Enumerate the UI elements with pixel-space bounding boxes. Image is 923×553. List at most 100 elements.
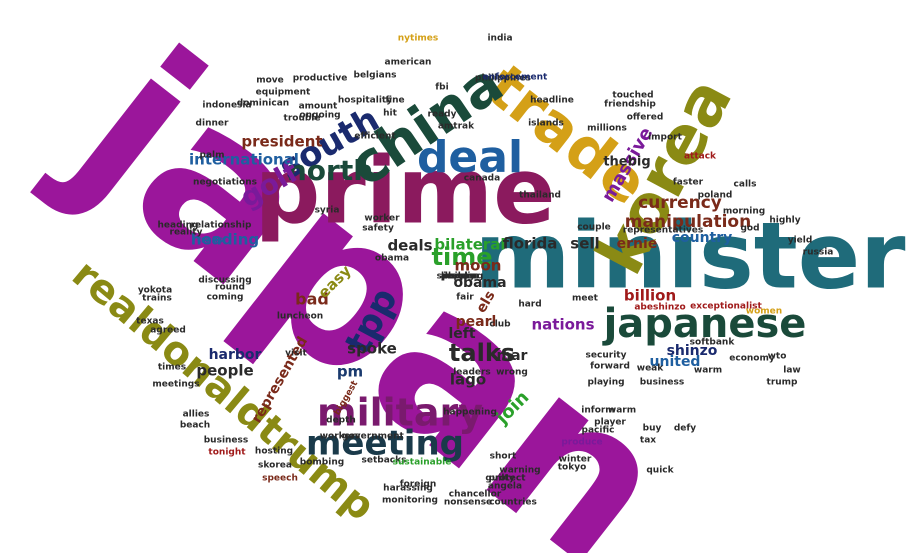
word: law [783,366,800,376]
word: wrong [496,368,528,378]
word: amtrak [438,122,475,132]
word: heading [158,221,199,231]
word: bilateral [434,236,505,254]
word: hosting [255,447,293,457]
word: trains [142,294,172,304]
word: international [189,151,299,169]
word: warm [694,366,722,376]
word: business [204,436,249,446]
word: philippines [475,74,531,84]
word: shinzo [667,343,718,359]
word: ongoing [299,111,340,121]
word: ernie [617,236,658,252]
word: tonight [208,448,246,458]
word: player [594,418,626,428]
word: times [158,363,186,373]
word: equipment [256,88,311,98]
word: club [489,320,511,330]
word: president [241,133,322,151]
word: tax [640,436,656,446]
word: obama [375,254,409,264]
word: speech [262,474,298,484]
word: business [640,378,685,388]
word: government [342,432,404,442]
word: move [256,76,284,86]
word: exceptionalist [690,302,762,312]
word: north [287,154,373,187]
word: india [487,34,512,44]
word: visit [285,349,307,359]
word: trump [767,378,799,388]
word: spoke [347,340,397,358]
word: short [490,452,517,462]
word: agreed [150,326,186,336]
word: syria [315,206,340,216]
word: manipulation [625,212,751,232]
word: allies [183,410,210,420]
word: canada [464,174,500,184]
word: nytimes [398,34,439,44]
word: chancellor [449,490,502,500]
word: leaders [453,368,491,378]
word: faster [673,178,704,188]
word: american [385,58,432,68]
word: economy [729,354,775,364]
word: countries [489,498,537,508]
word: military [317,391,483,435]
word: poland [698,191,733,201]
word: bad [295,290,329,309]
word: depth [326,416,356,426]
word: left [448,326,475,342]
word: minister [475,202,907,309]
word: softbank [690,338,736,348]
word: warm [608,406,636,416]
word: security [586,351,627,361]
word: buy [643,424,662,434]
word: heavy [445,272,475,282]
word: trouble [284,114,321,124]
word: hit [383,109,397,119]
word: sell [570,235,599,253]
word: belgians [354,71,397,81]
word: nations [531,316,594,334]
word: trans [197,236,224,246]
word: representatives [623,226,704,236]
word: attack [684,152,717,162]
word: obama [453,275,506,291]
word: worker [364,214,400,224]
word: productive [293,74,348,84]
word: prime [254,137,555,244]
word: tokyo [558,463,587,473]
word: fine [385,96,404,106]
word: coming [207,293,244,303]
word: discussing [198,276,251,286]
word: fair [456,293,474,303]
word: hard [518,300,541,310]
word: pm [337,363,363,381]
word: foreign [400,480,437,490]
word: fbi [435,83,448,93]
word: inform [581,406,614,416]
word: harassing [383,484,433,494]
word: protect [488,474,526,484]
word: meeting [306,424,464,464]
word: sailors [443,272,477,282]
word: relationship [191,221,253,231]
word: thebig [603,155,650,170]
word: weak [637,364,664,374]
word: time [432,243,493,271]
word: pearl [456,314,497,330]
word: ready [428,110,457,120]
word: produce [561,438,602,448]
word: mar [497,348,528,364]
word: playing [587,378,624,388]
word: forward [590,362,630,372]
word: talks [449,339,515,367]
word: calls [734,180,757,190]
word: friendship [604,100,656,110]
word: people [196,362,253,380]
word: currency [638,193,722,213]
word: skorea [258,461,292,471]
word: reality [170,228,203,238]
